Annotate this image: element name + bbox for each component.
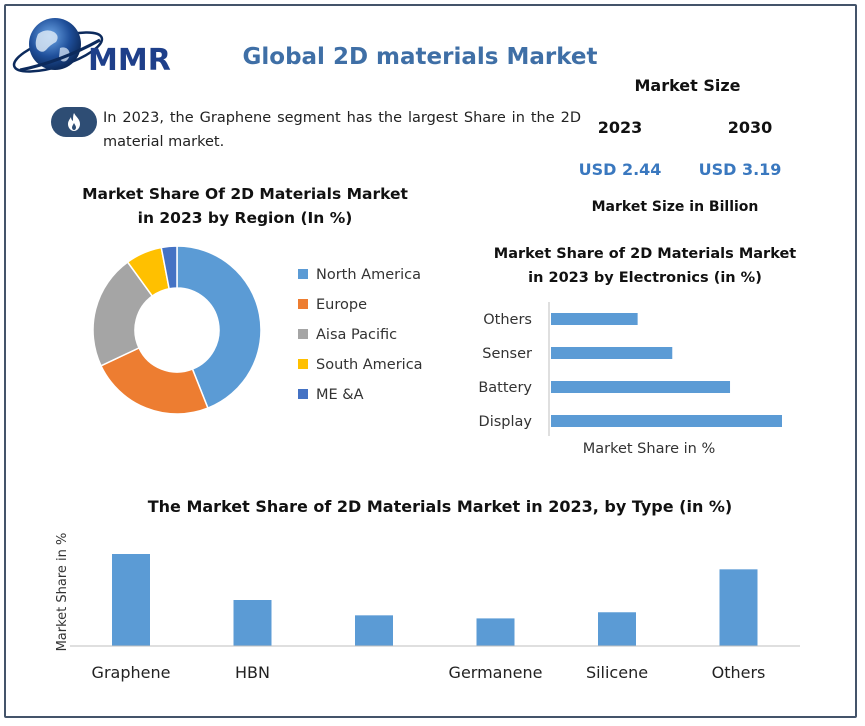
region-chart-title-line-2: in 2023 by Region (In %) — [137, 209, 353, 227]
type-bar-item-2 — [355, 615, 393, 646]
flame-icon — [68, 113, 80, 131]
market-size-value-2030: USD 3.19 — [698, 160, 782, 179]
region-chart-title: Market Share Of 2D Materials Market in 2… — [70, 182, 420, 230]
mmr-logo: MMR — [12, 18, 171, 78]
region-legend: North America Europe Aisa Pacific South Ame… — [298, 267, 423, 403]
type-bar-germanene — [476, 618, 515, 646]
market-size-year-2030: 2030 — [727, 118, 773, 137]
electronics-bar-senser — [551, 347, 673, 359]
electronics-x-axis-label: Market Share in % — [583, 441, 716, 457]
type-bar-silicene — [598, 612, 636, 646]
electronics-bar-display — [551, 415, 782, 427]
type-chart-title: The Market Share of 2D Materials Market … — [147, 497, 733, 516]
electronics-tick-display: Display — [479, 414, 533, 430]
region-chart-title-line-1: Market Share Of 2D Materials Market — [82, 185, 408, 203]
donut-slice-north-america — [176, 245, 262, 410]
legend-label-me-a: ME &A — [316, 387, 364, 403]
type-tick-silicene: Silicene — [586, 663, 648, 682]
electronics-tick-senser: Senser — [482, 346, 532, 362]
type-bar-hbn — [233, 600, 272, 646]
type-bar-chart: Graphene HBN Germanene Silicene Others Market… — [55, 533, 800, 682]
page-title: Global 2D materials Market — [242, 44, 598, 70]
type-tick-germanene: Germanene — [449, 663, 543, 682]
region-donut-chart — [92, 245, 262, 415]
type-bar-others — [719, 569, 758, 646]
type-bar-graphene — [112, 554, 150, 646]
svg-text:MMR: MMR — [88, 43, 171, 78]
legend-label-europe: Europe — [316, 297, 367, 313]
legend-swatch-aisa-pacific — [298, 329, 308, 339]
electronics-chart-title: Market Share of 2D Materials Market in 2… — [490, 242, 800, 290]
market-size-heading: Market Size — [634, 76, 741, 95]
insight-badge — [51, 107, 97, 137]
electronics-bar-chart: Others Senser Battery Display Market Share i… — [478, 302, 782, 457]
electronics-chart-title-line-1: Market Share of 2D Materials Market — [493, 246, 797, 262]
electronics-tick-others: Others — [483, 312, 532, 328]
electronics-bar-battery — [551, 381, 731, 393]
market-size-year-2023: 2023 — [597, 118, 643, 137]
donut-slice-me-a — [160, 245, 178, 290]
electronics-bar-others — [551, 313, 638, 325]
infographic-frame — [4, 4, 857, 718]
type-tick-graphene: Graphene — [92, 663, 171, 682]
market-size-unit-label: Market Size in Billion — [591, 199, 759, 215]
type-y-axis-label: Market Share in % — [55, 533, 70, 652]
legend-label-aisa-pacific: Aisa Pacific — [316, 327, 397, 343]
legend-swatch-me-a — [298, 389, 308, 399]
donut-slice-europe — [99, 346, 209, 415]
legend-swatch-south-america — [298, 359, 308, 369]
donut-slice-aisa-pacific — [92, 260, 154, 367]
type-tick-hbn: HBN — [235, 663, 270, 682]
market-size-value-2023: USD 2.44 — [578, 160, 662, 179]
electronics-tick-battery: Battery — [478, 380, 532, 396]
legend-label-north-america: North America — [316, 267, 421, 283]
type-tick-others: Others — [712, 663, 766, 682]
legend-swatch-north-america — [298, 269, 308, 279]
legend-swatch-europe — [298, 299, 308, 309]
legend-label-south-america: South America — [316, 357, 423, 373]
insight-text: In 2023, the Graphene segment has the la… — [103, 110, 581, 150]
electronics-chart-title-line-2: in 2023 by Electronics (in %) — [528, 270, 762, 286]
